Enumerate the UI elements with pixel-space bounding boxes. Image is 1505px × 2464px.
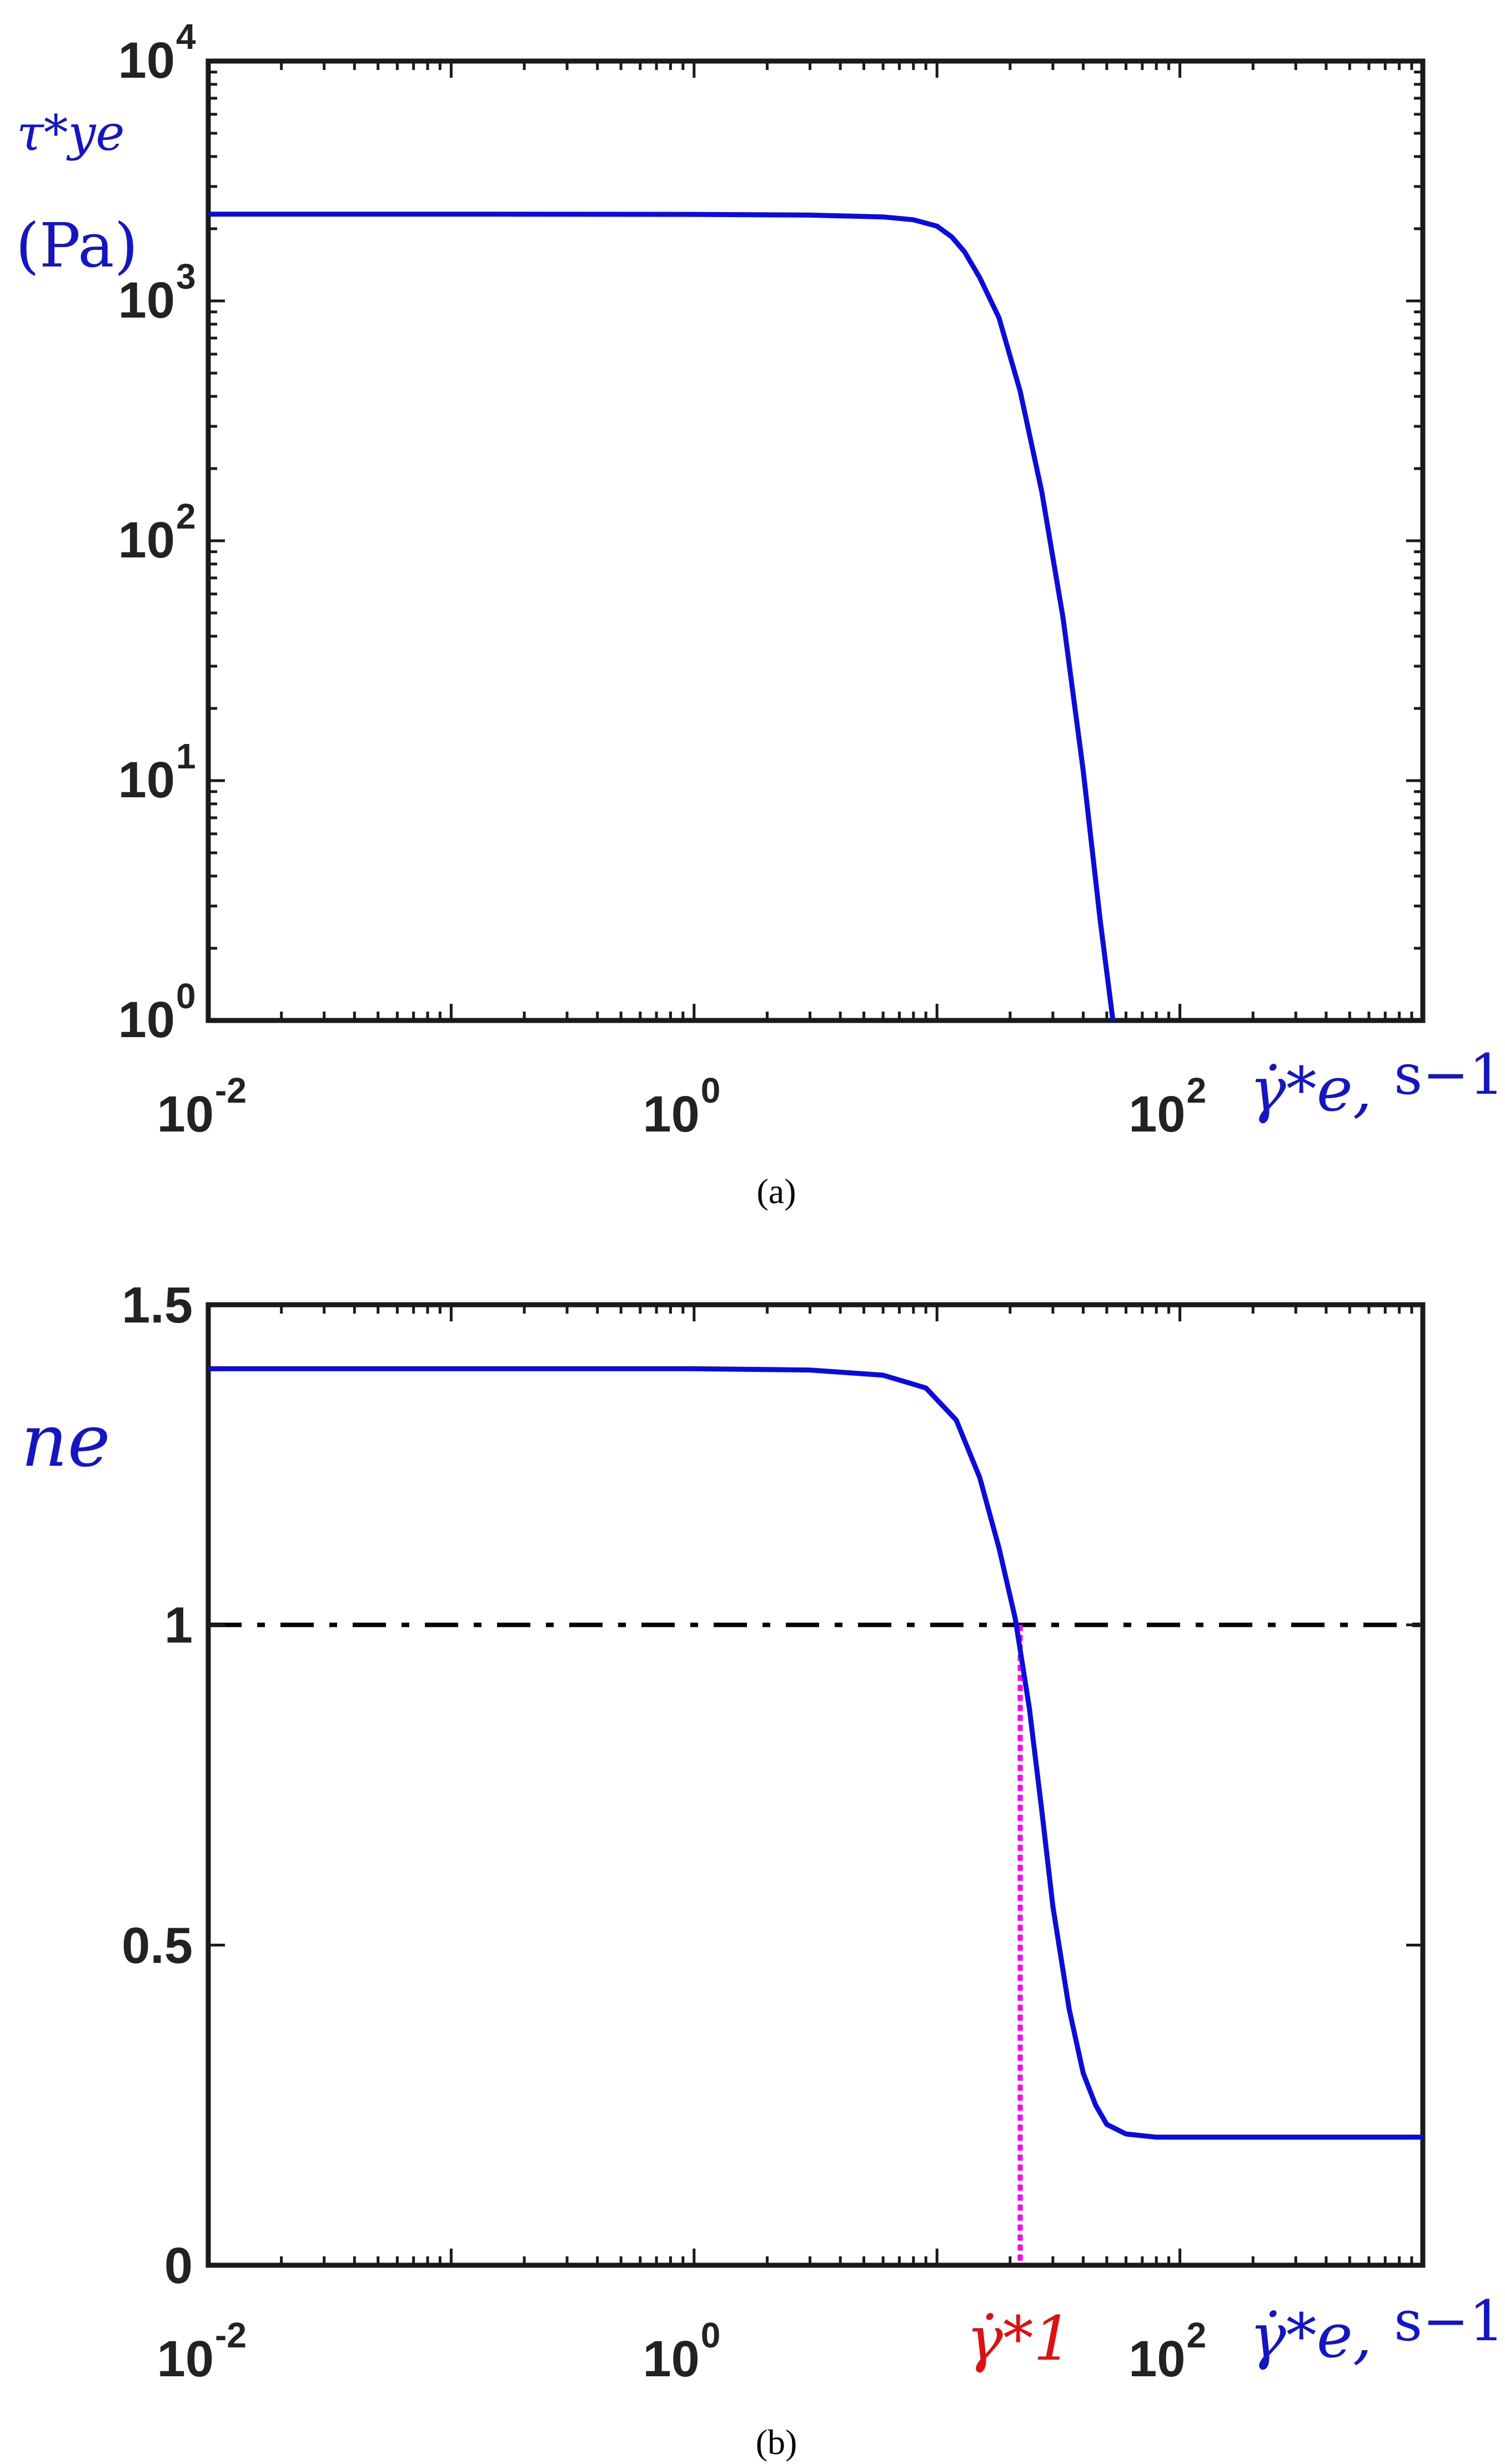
panel-a-x-tick-labels: 10 -2 10 0 10 2 bbox=[157, 1070, 1207, 1143]
panel-a-frame bbox=[205, 58, 1426, 1023]
panel-b-y-tick-labels: 0 0.5 1 1.5 bbox=[122, 1277, 193, 2294]
panel-b-x-axis-label: γ̇*e, bbox=[1250, 2300, 1372, 2371]
panel-b-x-axis-unit: s−1 bbox=[1394, 2289, 1504, 2354]
panel-a-y-axis-unit: (Pa) bbox=[16, 210, 138, 281]
y-tick-label-exponent: 3 bbox=[176, 257, 196, 296]
x-tick-label: 10 bbox=[643, 1086, 699, 1143]
y-tick-label: 10 bbox=[118, 752, 175, 808]
panel-a-caption: (a) bbox=[756, 1171, 796, 1211]
panel-b-caption: (b) bbox=[756, 2422, 797, 2462]
y-tick-label: 10 bbox=[118, 272, 175, 329]
x-tick-label: 10 bbox=[1128, 1086, 1185, 1143]
panel-b-ticks bbox=[207, 1303, 1423, 2267]
y-tick-label: 0.5 bbox=[122, 1917, 193, 1974]
panel-b-marker-label: γ̇*1 bbox=[966, 2303, 1072, 2374]
panel-b-y-axis-label: ne bbox=[21, 1399, 111, 1483]
x-tick-label-exponent: 2 bbox=[1187, 2315, 1207, 2355]
x-tick-label: 10 bbox=[157, 2331, 214, 2387]
y-tick-label: 0 bbox=[164, 2237, 193, 2294]
panel-a-x-axis-unit: s−1 bbox=[1394, 1042, 1504, 1107]
panel-a-x-axis-label: γ̇*e, bbox=[1250, 1054, 1372, 1125]
y-tick-label-exponent: 4 bbox=[176, 17, 196, 57]
x-tick-label: 10 bbox=[643, 2331, 699, 2387]
x-tick-label-exponent: 2 bbox=[1187, 1070, 1207, 1110]
x-tick-label: 10 bbox=[1128, 2331, 1185, 2387]
y-tick-label-exponent: 1 bbox=[176, 736, 196, 776]
panel-a-y-axis-label: τ*ye bbox=[17, 104, 124, 162]
y-tick-label: 1 bbox=[164, 1597, 193, 1654]
y-tick-label-exponent: 0 bbox=[176, 976, 196, 1016]
panel-b: 00.511.5 10 -2 10 0 10 2 ne γ̇*1 γ̇*e, s−1 (b… bbox=[21, 1277, 1504, 2462]
y-tick-label-exponent: 2 bbox=[176, 496, 196, 536]
y-tick-label: 10 bbox=[118, 32, 175, 89]
panel-b-x-tick-labels: 10 -2 10 0 10 2 bbox=[157, 2315, 1207, 2387]
panel-a-ticks bbox=[207, 61, 1423, 1022]
panel-b-series-line bbox=[208, 1366, 1423, 2140]
y-tick-label: 1.5 bbox=[122, 1277, 193, 1334]
panel-b-frame bbox=[205, 1302, 1426, 2268]
x-tick-label-exponent: 0 bbox=[701, 2315, 721, 2355]
x-tick-label-exponent: -2 bbox=[215, 1070, 247, 1110]
y-tick-label: 10 bbox=[118, 512, 175, 569]
y-tick-label: 10 bbox=[118, 992, 175, 1048]
x-tick-label: 10 bbox=[157, 1086, 214, 1143]
x-tick-label-exponent: 0 bbox=[701, 1070, 721, 1110]
panel-a-series-line bbox=[208, 212, 1116, 1021]
x-tick-label-exponent: -2 bbox=[215, 2315, 247, 2355]
